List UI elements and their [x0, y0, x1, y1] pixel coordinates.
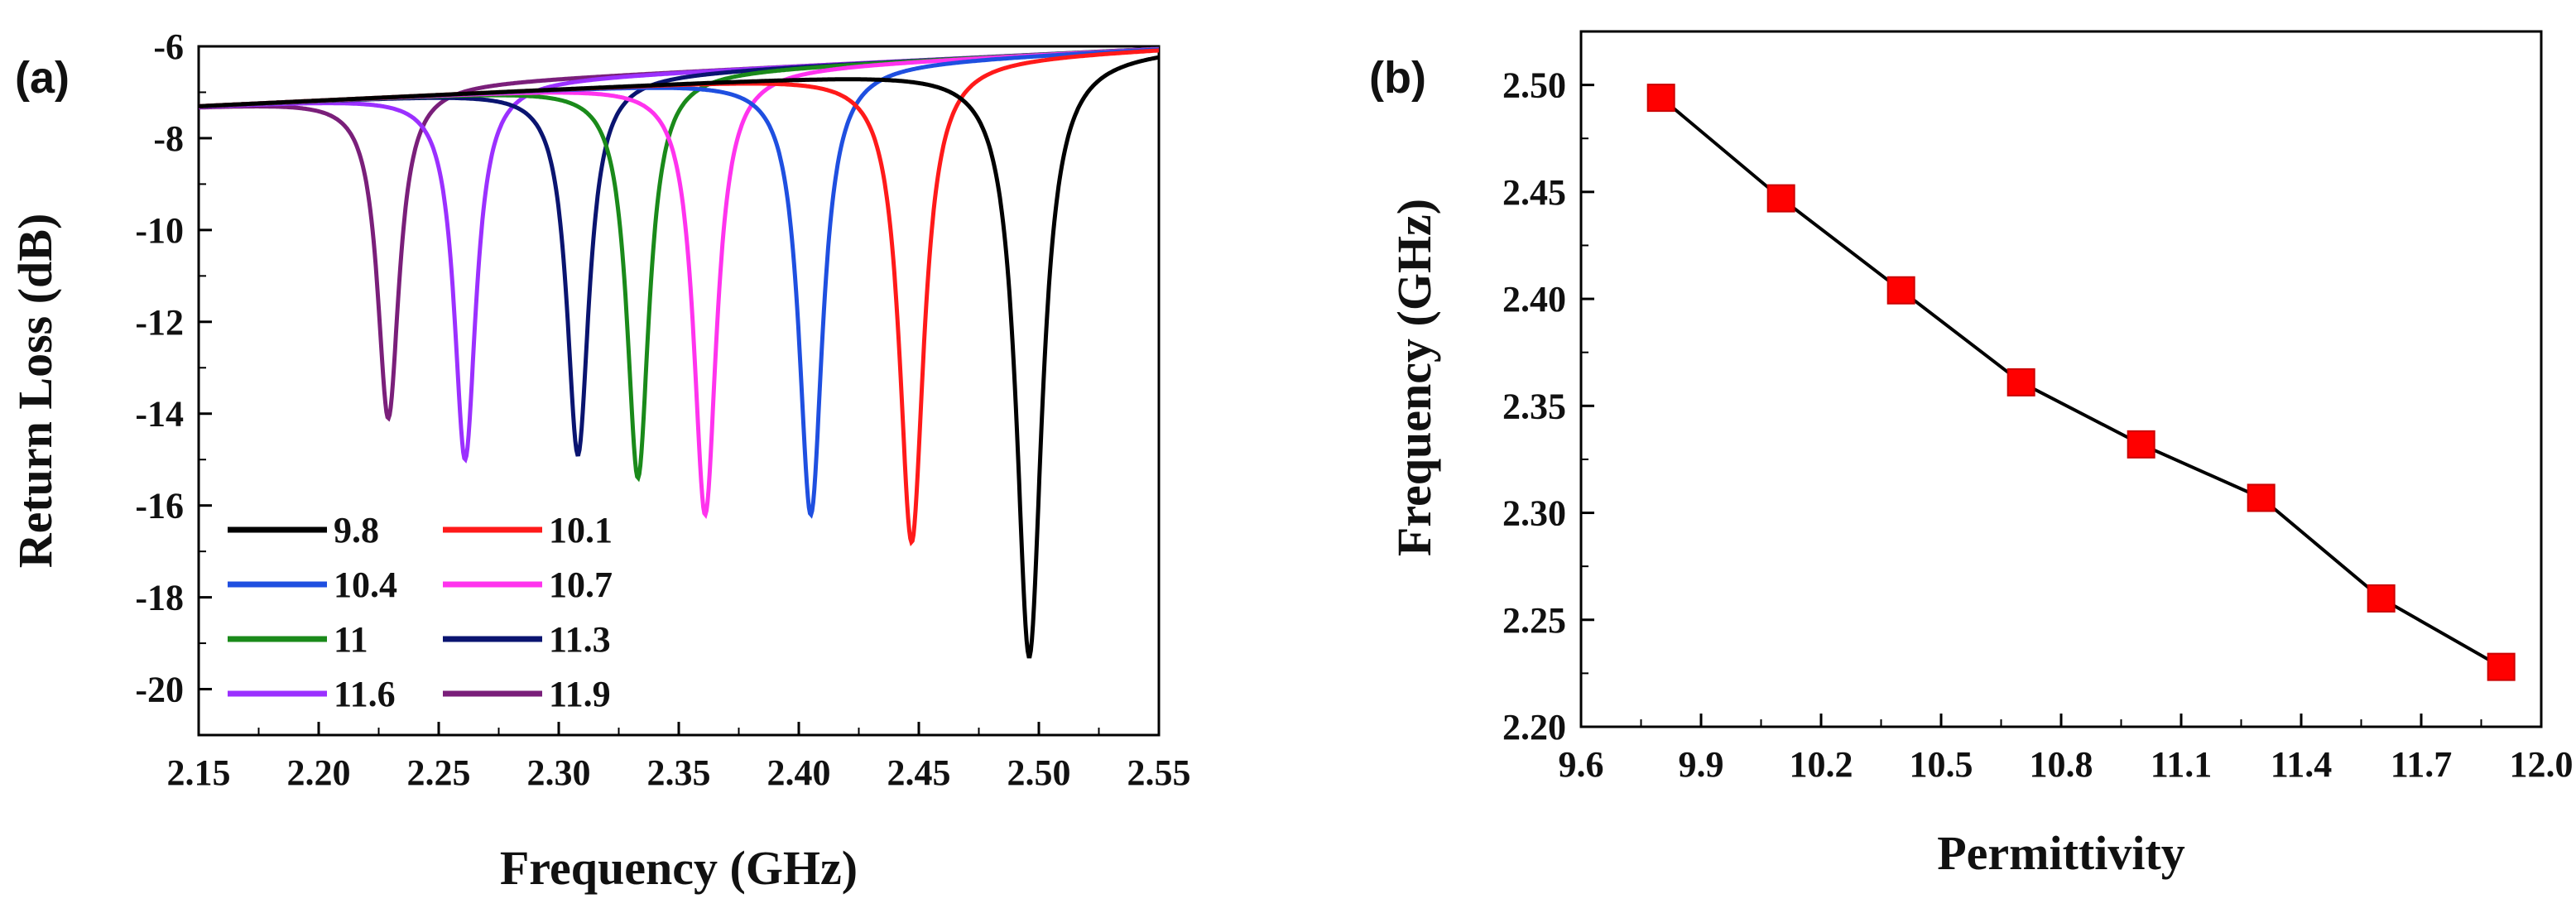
panel-a-legend-label: 10.7: [549, 565, 613, 605]
panel-a-label: (a): [15, 53, 70, 103]
panel-b-plot-frame: [1579, 30, 2543, 728]
panel-b-y-axis-title: Frequency (GHz): [1387, 199, 1441, 556]
panel-b-series: [1646, 84, 2516, 681]
panel-a-x-tick-label: 2.15: [167, 752, 231, 793]
panel-a-legend-label: 10.1: [549, 510, 613, 550]
panel-b-x-axis: 9.6 9.9 10.2 10.5 10.8 11.1 11.4 11.7 12.0: [1559, 714, 2574, 785]
panel-b-data-point: [2487, 652, 2516, 681]
panel-b-series-line: [1660, 96, 2502, 669]
panel-a-x-tick-label: 2.20: [287, 752, 351, 793]
panel-b-data-point: [2367, 584, 2396, 613]
panel-a-legend-label: 11: [334, 619, 368, 660]
panel-a-series-line-10-7: [199, 46, 1159, 519]
panel-a-legend-label: 10.4: [334, 565, 397, 605]
panel-b-y-tick-label: 2.40: [1502, 279, 1566, 320]
panel-b-data-point: [1766, 184, 1795, 213]
panel-b-data-point: [2006, 368, 2035, 397]
panel-a-legend-label: 11.3: [549, 619, 611, 660]
panel-a-legend: 9.8 10.1 10.4 10.7 11 11.3 11.6 11.9: [228, 510, 613, 714]
panel-a-legend-label: 11.9: [549, 674, 611, 714]
panel-a-y-tick-label: -10: [135, 210, 184, 251]
panel-b-y-tick-label: 2.25: [1502, 600, 1566, 641]
panel-b-x-tick-label: 11.4: [2271, 744, 2333, 785]
panel-a-y-tick-label: -6: [153, 26, 184, 67]
panel-a-y-axis-title: Return Loss (dB): [8, 214, 62, 569]
panel-a-x-tick-label: 2.30: [527, 752, 591, 793]
panel-a-y-tick-label: -18: [135, 578, 184, 618]
panel-b-data-point: [2247, 483, 2276, 512]
panel-a-y-tick-label: -20: [135, 670, 184, 710]
panel-b-x-tick-label: 11.1: [2151, 744, 2213, 785]
panel-b-data-point: [2127, 430, 2155, 459]
panel-a-series-line-9-8: [199, 55, 1159, 659]
panel-a-legend-label: 9.8: [334, 510, 379, 550]
panel-b-data-point: [1646, 84, 1675, 113]
panel-b-y-tick-label: 2.30: [1502, 493, 1566, 534]
panel-b-frequency-vs-permittivity-chart: (b) 9.6 9.9 10.2 10.5 10.8 11.1 11.4 11.7 12.0 2…: [1369, 30, 2574, 880]
panel-a-series: [199, 46, 1159, 659]
panel-a-series-line-10-4: [199, 47, 1159, 519]
panel-a-legend-label: 11.6: [334, 674, 396, 714]
panel-b-y-tick-label: 2.20: [1502, 707, 1566, 747]
panel-b-x-tick-label: 10.2: [1790, 744, 1853, 785]
panel-a-y-tick-label: -14: [135, 394, 184, 435]
panel-a-y-tick-label: -8: [153, 118, 184, 159]
panel-b-x-tick-label: 12.0: [2510, 744, 2574, 785]
panel-b-y-tick-label: 2.35: [1502, 386, 1566, 426]
panel-b-label: (b): [1369, 53, 1426, 103]
panel-b-data-point: [1886, 276, 1915, 305]
panel-a-x-tick-label: 2.55: [1127, 752, 1191, 793]
panel-a-y-tick-label: -16: [135, 486, 184, 526]
panel-b-x-tick-label: 9.6: [1559, 744, 1604, 785]
panel-b-x-axis-title: Permittivity: [1937, 826, 2185, 880]
panel-a-x-tick-label: 2.50: [1007, 752, 1071, 793]
panel-a-x-axis-title: Frequency (GHz): [500, 841, 858, 895]
panel-b-y-axis: 2.20 2.25 2.30 2.35 2.40 2.45 2.50: [1502, 31, 1594, 747]
panel-b-x-tick-label: 10.5: [1910, 744, 1973, 785]
panel-a-return-loss-chart: (a) 2.15 2.20 2.25 2.30 2.35 2.40 2.45 2.50 2.55…: [8, 26, 1191, 895]
panel-b-y-tick-label: 2.50: [1502, 65, 1566, 106]
panel-a-x-axis: 2.15 2.20 2.25 2.30 2.35 2.40 2.45 2.50 2.55: [167, 722, 1191, 793]
panel-a-x-tick-label: 2.25: [407, 752, 471, 793]
panel-b-y-tick-label: 2.45: [1502, 172, 1566, 213]
panel-a-x-tick-label: 2.45: [887, 752, 951, 793]
panel-a-y-axis: -6 -8 -10 -12 -14 -16 -18 -20: [135, 26, 212, 736]
panel-b-x-tick-label: 9.9: [1679, 744, 1724, 785]
panel-b-x-tick-label: 11.7: [2391, 744, 2453, 785]
panel-a-x-tick-label: 2.35: [647, 752, 711, 793]
panel-a-y-tick-label: -12: [135, 302, 184, 343]
panel-b-x-tick-label: 10.8: [2030, 744, 2093, 785]
panel-a-x-tick-label: 2.40: [767, 752, 831, 793]
